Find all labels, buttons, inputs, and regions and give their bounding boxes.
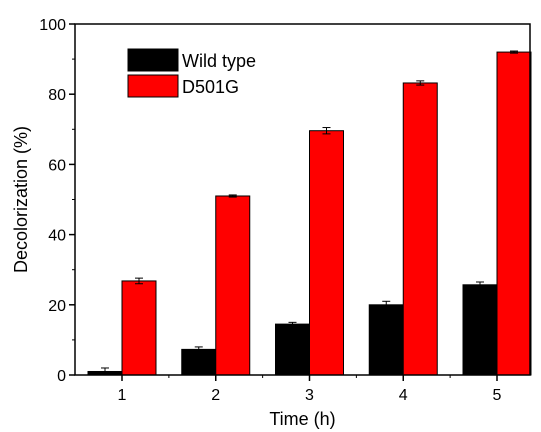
x-tick-label-4: 4 — [399, 387, 408, 404]
legend-swatch-wild-type — [127, 48, 179, 72]
error-bar-wild-type-5 — [476, 281, 484, 289]
y-axis-title: Decolorization (%) — [11, 126, 31, 273]
bar-wild-type-3 — [275, 323, 310, 376]
bar-wild-type-5 — [462, 284, 498, 376]
bar-d501g-1 — [121, 280, 157, 376]
y-tick-label-40: 40 — [48, 228, 66, 245]
error-bars-layer — [101, 50, 518, 376]
error-bar-d501g-3 — [322, 127, 331, 135]
y-tick-label-0: 0 — [57, 368, 66, 385]
bar-d501g-2 — [215, 195, 251, 376]
x-axis-title: Time (h) — [269, 409, 335, 429]
error-bar-wild-type-2 — [194, 346, 203, 353]
legend: Wild type D501G — [127, 48, 256, 98]
x-axis-ticks: 1 2 3 4 5 — [118, 375, 502, 404]
y-tick-label-20: 20 — [48, 298, 66, 315]
error-bar-wild-type-4 — [382, 300, 391, 309]
error-bar-d501g-5 — [510, 50, 518, 54]
x-tick-label-3: 3 — [305, 387, 314, 404]
x-tick-label-1: 1 — [118, 387, 127, 404]
x-tick-label-5: 5 — [493, 387, 502, 404]
y-axis-ticks: 0 20 40 60 80 100 — [39, 17, 75, 385]
error-bar-d501g-1 — [135, 277, 143, 285]
error-bar-wild-type-3 — [288, 321, 297, 327]
bars-layer — [87, 51, 532, 376]
legend-swatch-d501g — [127, 74, 179, 98]
x-tick-label-2: 2 — [211, 387, 220, 404]
y-tick-label-60: 60 — [48, 157, 66, 174]
bar-d501g-3 — [309, 130, 344, 376]
bar-wild-type-4 — [368, 304, 404, 376]
bar-d501g-5 — [496, 51, 532, 376]
y-tick-label-100: 100 — [39, 17, 66, 34]
bar-wild-type-2 — [181, 348, 217, 376]
y-tick-label-80: 80 — [48, 87, 66, 104]
error-bar-d501g-2 — [228, 194, 237, 198]
legend-label-wild-type: Wild type — [182, 51, 256, 71]
bar-d501g-4 — [402, 82, 438, 376]
legend-label-d501g: D501G — [182, 77, 239, 97]
error-bar-d501g-4 — [416, 80, 425, 86]
